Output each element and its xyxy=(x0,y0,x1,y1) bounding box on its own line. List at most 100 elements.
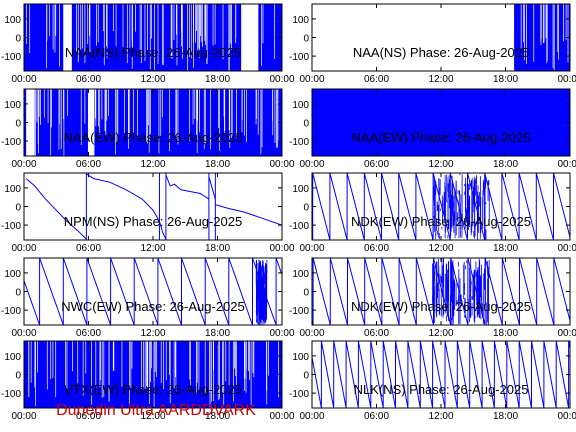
y-tick-label: -100 xyxy=(1,306,21,317)
trace-dropout xyxy=(231,4,232,51)
panel-title: NAA(EW) Phase: 26-Aug-2025 xyxy=(63,130,242,145)
trace-dropout xyxy=(88,4,90,37)
y-tick-label: 0 xyxy=(303,119,309,130)
trace-dropout xyxy=(37,89,39,145)
x-tick-label: 12:00 xyxy=(140,159,165,170)
trace-dropout xyxy=(43,89,45,118)
x-tick-label: 12:00 xyxy=(140,411,165,422)
trace-dropout xyxy=(104,89,106,132)
x-tick-label: 18:00 xyxy=(205,328,230,339)
trace-dropout xyxy=(165,341,167,381)
trace-2 xyxy=(514,4,570,71)
trace-dropout xyxy=(222,341,223,394)
trace-dropout xyxy=(189,341,191,380)
x-tick-label: 18:00 xyxy=(493,74,518,85)
x-tick-label: 06:00 xyxy=(76,328,101,339)
trace-dropout xyxy=(146,89,147,142)
trace-dropout xyxy=(75,4,77,52)
trace-dropout xyxy=(546,4,548,61)
trace-dropout xyxy=(236,89,237,139)
trace-dropout xyxy=(241,89,243,121)
x-tick-label: 18:00 xyxy=(493,328,518,339)
trace-dropout xyxy=(520,4,522,49)
trace-dropout xyxy=(156,341,158,377)
trace-8 xyxy=(312,258,570,325)
trace-dropout xyxy=(144,4,146,62)
trace-fill xyxy=(71,4,242,71)
trace-dropout xyxy=(558,4,559,60)
trace-dropout xyxy=(58,89,60,150)
trace-dropout xyxy=(174,341,176,378)
trace-dropout xyxy=(245,341,247,379)
trace-dropout xyxy=(131,341,133,369)
trace-dropout xyxy=(274,4,275,59)
trace-dropout xyxy=(103,4,104,32)
trace-dropout xyxy=(77,4,79,63)
trace-dropout xyxy=(148,89,149,126)
trace-dropout xyxy=(205,4,206,46)
trace-dropout xyxy=(204,89,206,145)
panel-title: NAA(NS) Phase: 26-Aug-2025 xyxy=(353,45,529,60)
trace-dropout xyxy=(35,89,36,156)
trace-dropout xyxy=(266,341,268,405)
trace-dropout xyxy=(540,4,542,42)
x-tick-label: 00:00 xyxy=(299,243,324,254)
trace-dropout xyxy=(115,89,116,155)
trace-dropout xyxy=(150,89,151,134)
trace-dropout xyxy=(524,4,525,61)
x-tick-label: 18:00 xyxy=(493,159,518,170)
trace-dropout xyxy=(129,341,130,404)
trace-dropout xyxy=(176,4,177,35)
trace-dropout xyxy=(95,89,97,127)
trace-sawtooth xyxy=(24,258,282,325)
x-tick-label: 00:00 xyxy=(11,159,36,170)
x-tick-label: 00:00 xyxy=(11,74,36,85)
trace-dropout xyxy=(84,4,86,64)
trace-dropout xyxy=(210,89,211,150)
trace-fill xyxy=(24,341,282,408)
trace-dropout xyxy=(190,4,192,59)
trace-dropout xyxy=(144,341,146,389)
chart-panel-5: 100 0 -100 00:00 06:00 12:00 18:00 00:00 NPM(NS)… xyxy=(1,172,295,254)
trace-dropout xyxy=(252,341,254,374)
trace-dropout xyxy=(162,4,163,65)
x-tick-label: 18:00 xyxy=(205,411,230,422)
trace-segment xyxy=(215,204,282,226)
panel-title: NPM(NS) Phase: 26-Aug-2025 xyxy=(64,214,242,229)
trace-dropout xyxy=(200,4,202,43)
trace-dropout xyxy=(223,341,225,406)
trace-dropout xyxy=(526,4,527,64)
x-tick-label: 00:00 xyxy=(269,411,294,422)
trace-dropout xyxy=(212,341,214,372)
trace-dropout xyxy=(197,89,198,121)
trace-dropout xyxy=(103,4,105,66)
trace-dropout xyxy=(552,4,554,69)
x-tick-label: 00:00 xyxy=(557,411,576,422)
trace-dropout xyxy=(51,89,52,128)
trace-dropout xyxy=(218,89,219,128)
x-tick-label: 00:00 xyxy=(299,74,324,85)
trace-dropout xyxy=(26,4,28,44)
x-tick-label: 12:00 xyxy=(140,74,165,85)
trace-dropout xyxy=(108,341,110,402)
trace-dropout xyxy=(153,341,155,407)
chart-panel-4: 100 0 -100 00:00 06:00 12:00 18:00 00:00 NAA(EW)… xyxy=(289,88,576,170)
x-tick-label: 06:00 xyxy=(364,159,389,170)
trace-dropout xyxy=(154,341,156,372)
trace-dropout xyxy=(50,89,52,156)
y-tick-label: -100 xyxy=(1,389,21,400)
trace-dropout xyxy=(50,341,52,380)
trace-dropout xyxy=(171,4,173,59)
trace-dropout xyxy=(94,89,96,119)
trace-dropout xyxy=(229,89,231,148)
trace-dropout xyxy=(204,341,206,394)
y-tick-label: 100 xyxy=(4,269,21,280)
trace-dropout xyxy=(28,341,30,397)
trace-dropout xyxy=(148,89,150,153)
trace-dropout xyxy=(72,341,73,372)
trace-dropout xyxy=(563,4,564,41)
trace-dropout xyxy=(277,89,278,148)
y-tick-label: -100 xyxy=(289,221,309,232)
trace-dropout xyxy=(189,4,190,57)
trace-dropout xyxy=(236,341,237,389)
